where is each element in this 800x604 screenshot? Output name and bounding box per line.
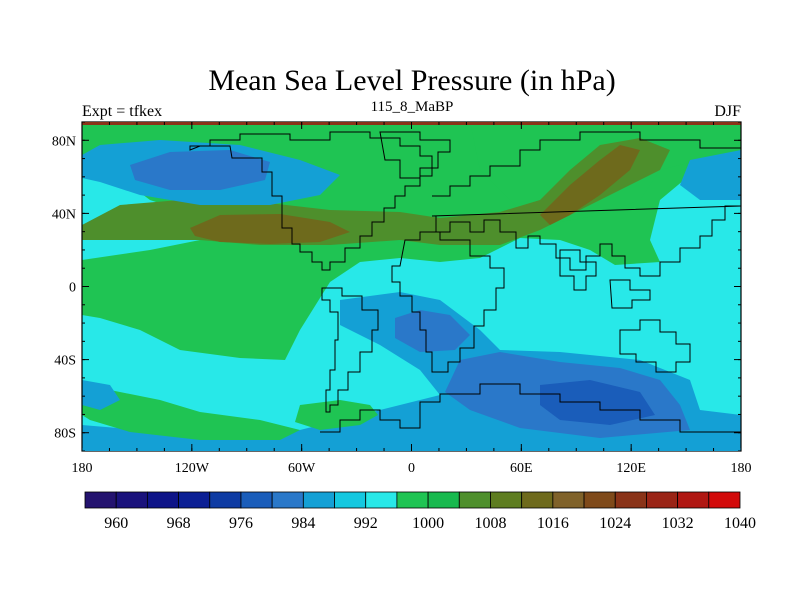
- colorbar-swatch: [614, 491, 647, 509]
- x-tick-label: 60E: [510, 461, 533, 476]
- colorbar-swatch: [396, 491, 429, 509]
- region-low-north-east-992: [680, 150, 741, 200]
- colorbar-swatch: [552, 491, 585, 509]
- y-tick-label: 80N: [52, 134, 76, 149]
- region-high-eurasia-1016: [540, 145, 640, 225]
- colorbar-swatch: [490, 491, 523, 509]
- chart-title: Mean Sea Level Pressure (in hPa): [208, 64, 615, 97]
- x-tick-label: 60W: [288, 461, 316, 476]
- y-axis: 80N 40N 0 40S 80S: [52, 121, 741, 452]
- x-tick-label: 180: [731, 461, 752, 476]
- colorbar-swatch: [427, 491, 460, 509]
- colorbar-label: 976: [229, 515, 253, 532]
- colorbar-swatch: [302, 491, 335, 509]
- colorbar-swatch: [708, 491, 741, 509]
- colorbar: 960 968 976 984 992 1000 1008 1016 1024 1032 1040: [84, 491, 756, 532]
- region-high-north-pacific-1016: [190, 214, 350, 244]
- region-high-south-atlantic-1004: [295, 400, 378, 430]
- season-label: DJF: [714, 103, 741, 120]
- pressure-field: [82, 122, 741, 451]
- colorbar-label: 968: [167, 515, 191, 532]
- coastline-eurasia: [431, 131, 741, 277]
- colorbar-swatch: [677, 491, 710, 509]
- x-tick-label: 120E: [616, 461, 646, 476]
- colorbar-swatch: [146, 491, 179, 509]
- colorbar-swatch: [178, 491, 211, 509]
- coastlines: [189, 131, 741, 433]
- colorbar-swatch: [84, 491, 117, 509]
- colorbar-label: 1008: [474, 515, 506, 532]
- region-low-aleutian-988: [130, 150, 270, 190]
- coastline-greenland: [379, 131, 451, 179]
- colorbar-swatch: [365, 491, 398, 509]
- colorbar-label: 1024: [599, 515, 631, 532]
- colorbar-label: 1040: [724, 515, 756, 532]
- x-axis: 180 120W 60W 0 60E 120E 180: [72, 122, 752, 476]
- subtitle-label: 115_8_MaBP: [371, 99, 454, 115]
- experiment-label: Expt = tfkex: [82, 103, 162, 120]
- coastline-australia: [619, 319, 691, 373]
- coastline-indian-subcontinent: [559, 249, 597, 291]
- coastline-north-america: [189, 131, 433, 271]
- colorbar-label: 984: [291, 515, 315, 532]
- coastline-south-america: [321, 287, 379, 413]
- region-low-africa-988: [395, 310, 470, 352]
- coastline-antarctica: [320, 383, 741, 433]
- colorbar-swatch: [334, 491, 367, 509]
- colorbar-label: 992: [354, 515, 378, 532]
- coastline-africa: [391, 231, 505, 373]
- colorbar-swatch: [209, 491, 242, 509]
- colorbar-label: 1000: [412, 515, 444, 532]
- coastline-southeast-asia: [609, 279, 651, 309]
- colorbar-swatch: [240, 491, 273, 509]
- colorbar-swatch: [646, 491, 679, 509]
- y-tick-label: 40N: [52, 207, 76, 222]
- colorbar-swatch: [521, 491, 554, 509]
- y-tick-label: 80S: [54, 427, 76, 442]
- colorbar-swatch: [583, 491, 616, 509]
- colorbar-label: 1032: [662, 515, 694, 532]
- x-tick-label: 120W: [175, 461, 210, 476]
- colorbar-swatch: [458, 491, 491, 509]
- colorbar-swatch: [115, 491, 148, 509]
- region-high-south-pacific-1004: [82, 390, 300, 440]
- colorbar-label: 960: [104, 515, 128, 532]
- y-tick-label: 0: [69, 281, 76, 296]
- x-tick-label: 180: [72, 461, 93, 476]
- region-low-west-992: [82, 380, 120, 410]
- colorbar-label: 1016: [537, 515, 569, 532]
- y-tick-label: 40S: [54, 354, 76, 369]
- x-tick-label: 0: [408, 461, 415, 476]
- colorbar-swatch: [271, 491, 304, 509]
